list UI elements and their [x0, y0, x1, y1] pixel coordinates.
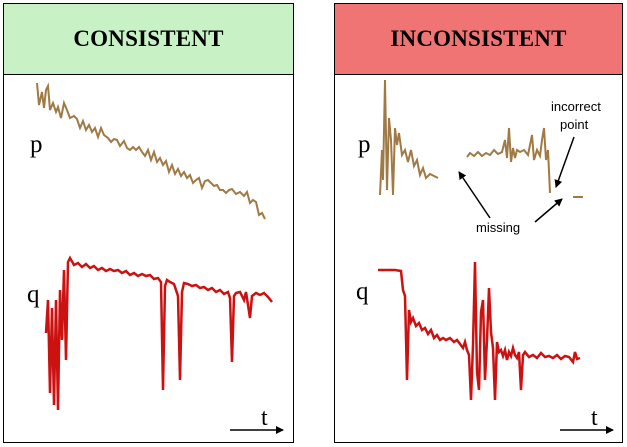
inconsistent-title: INCONSISTENT	[335, 4, 622, 75]
incorrect-label-line-1: incorrect	[551, 99, 601, 114]
q-series-consistent	[44, 255, 273, 411]
q-label-right: q	[356, 278, 369, 305]
p-label-left: p	[30, 131, 43, 158]
missing-label: missing	[476, 220, 520, 235]
p-series-inconsistent-segment-2	[466, 127, 551, 194]
incorrect-point-arrow	[554, 136, 575, 188]
missing-arrow-right	[534, 198, 563, 223]
q-series-inconsistent	[378, 261, 581, 401]
p-series-consistent	[36, 82, 266, 220]
t-label-left: t	[261, 405, 268, 431]
p-label-right: p	[358, 131, 371, 158]
missing-arrow-left	[458, 171, 491, 219]
consistent-title: CONSISTENT	[4, 4, 293, 75]
q-label-left: q	[27, 281, 40, 308]
p-series-inconsistent-segment-1	[379, 79, 439, 196]
incorrect-label-line-2: point	[560, 117, 589, 132]
t-label-right: t	[591, 405, 598, 431]
